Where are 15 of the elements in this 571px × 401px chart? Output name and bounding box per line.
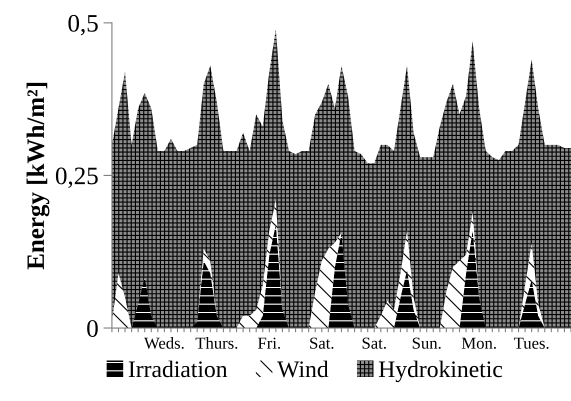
y-axis-title: Energy [kWh/m²]: [26, 82, 50, 270]
x-tick-label: Weds.: [144, 337, 184, 349]
y-tick-label: 0,25: [56, 167, 98, 188]
x-tick-label: Thurs.: [196, 337, 238, 349]
legend-label: Hydrokinetic: [378, 360, 502, 382]
legend-label: Wind: [277, 360, 328, 378]
y-tick-label: 0: [87, 320, 98, 337]
legend-label: Irradiation: [128, 360, 228, 378]
x-tick-label: Fri.: [258, 338, 280, 349]
x-tick-label: Mon.: [462, 338, 496, 349]
y-tick-label: 0,5: [68, 14, 98, 36]
x-tick-label: Tues.: [514, 338, 549, 349]
x-tick-label: Sat.: [362, 338, 386, 349]
x-tick-label: Sun.: [412, 338, 441, 349]
x-tick-label: Sat.: [310, 338, 334, 349]
